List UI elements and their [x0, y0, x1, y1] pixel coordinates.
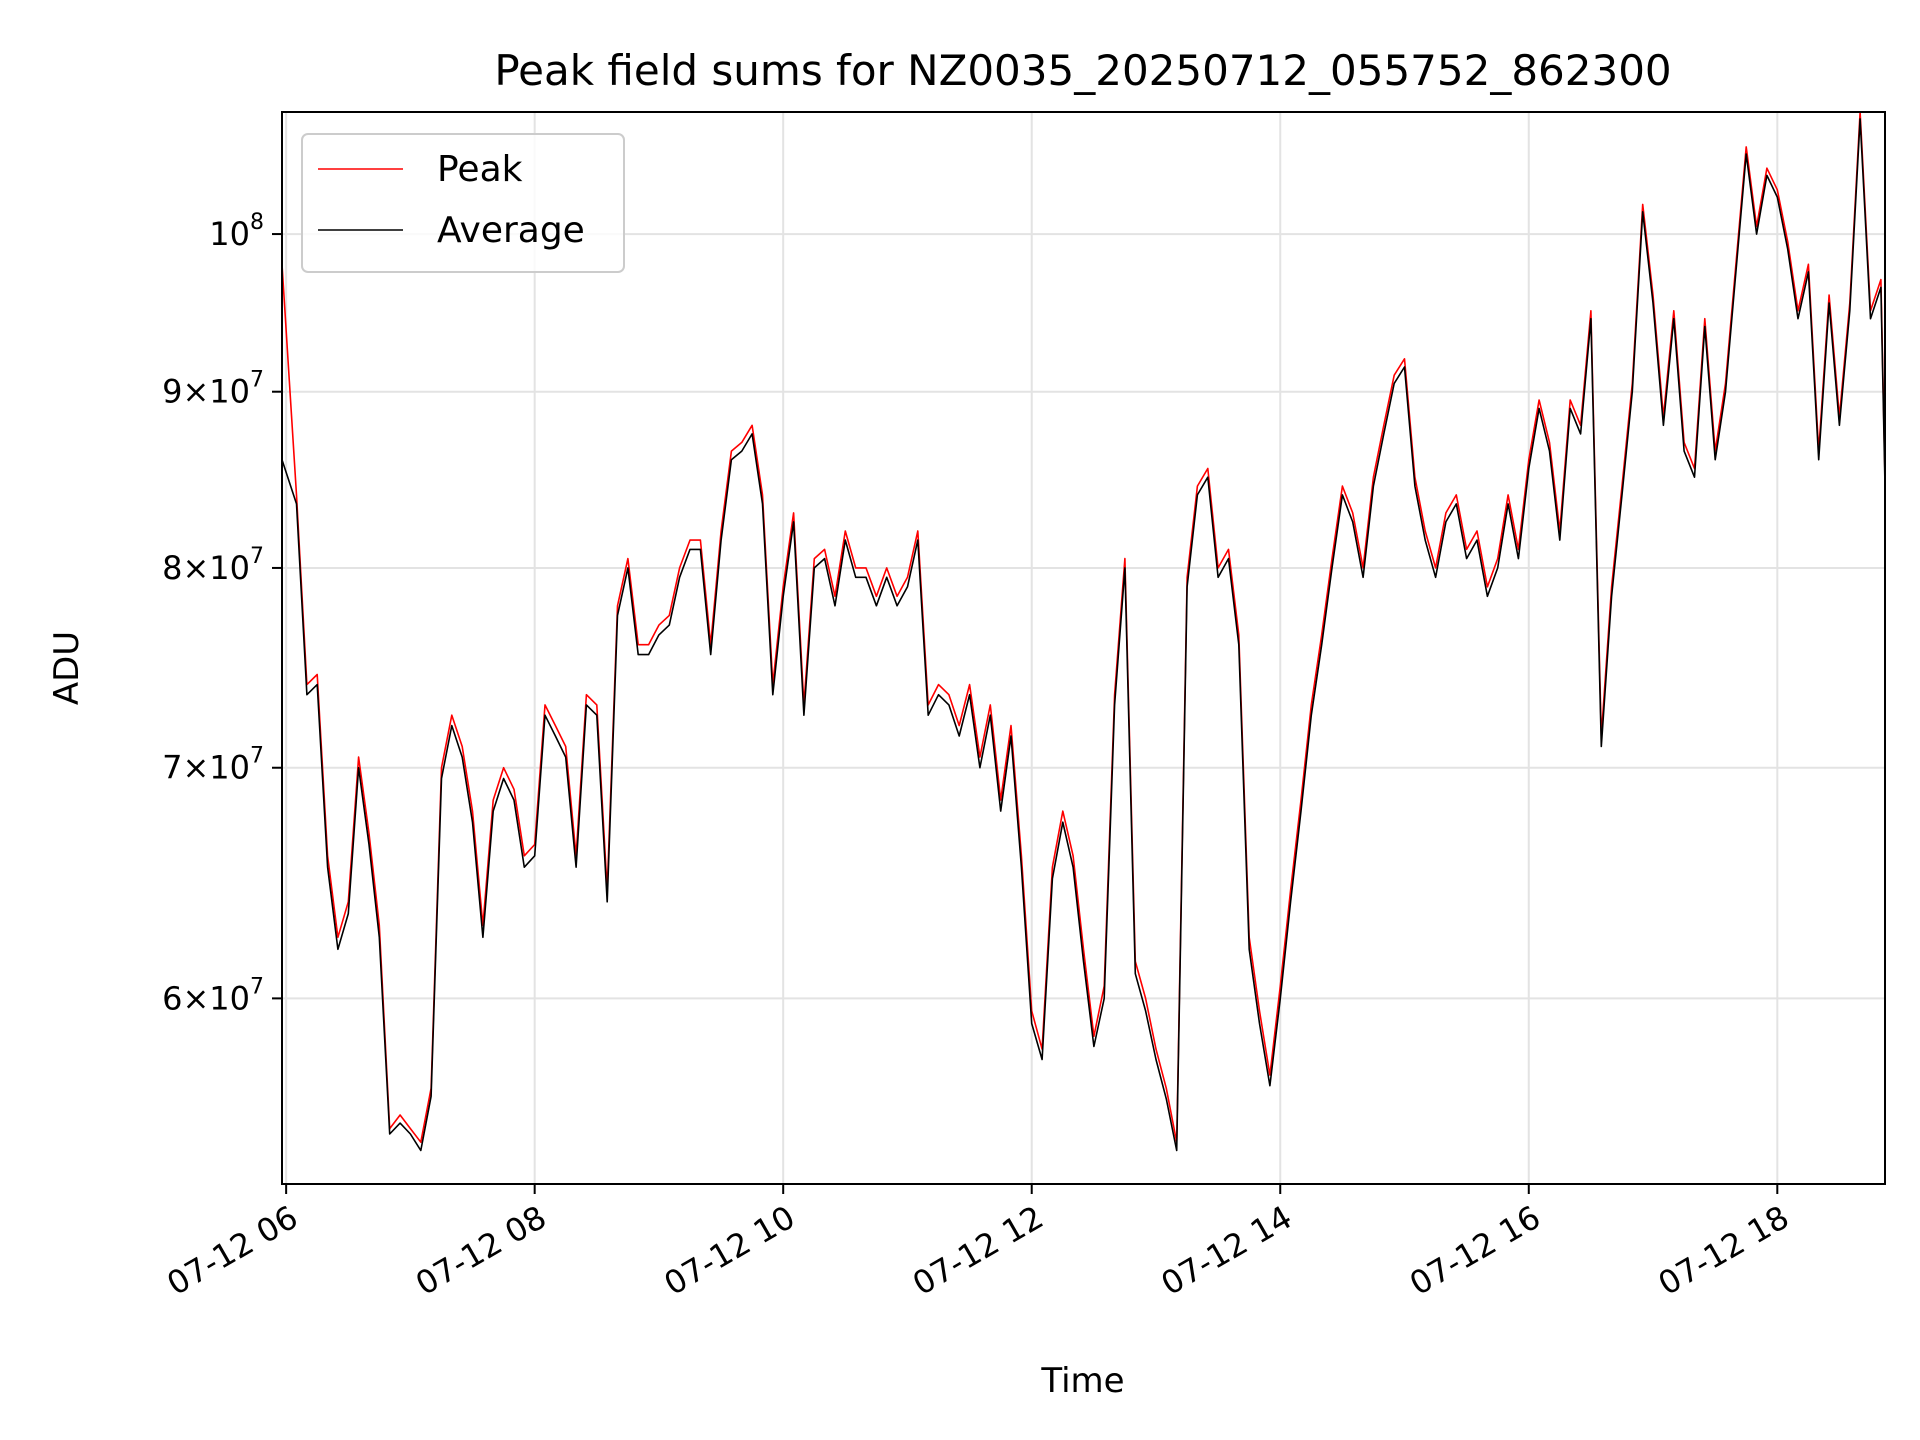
- y-tick-mantissa: 9: [162, 373, 182, 411]
- series-lines: [281, 111, 1886, 1152]
- y-tick-label: 108: [209, 210, 264, 253]
- legend: Peak Average: [301, 133, 625, 273]
- y-tick-exponent: 7: [250, 974, 264, 999]
- y-tick-label: 8×107: [162, 544, 264, 587]
- axes-frame: [281, 111, 1886, 1185]
- y-tick-times: ×: [182, 549, 209, 587]
- y-tick-mantissa: 6: [162, 979, 182, 1017]
- x-axis-label: Time: [1040, 1361, 1124, 1401]
- y-tick-times: ×: [182, 749, 209, 787]
- y-tick-mantissa: 7: [162, 749, 182, 787]
- y-tick-base: 10: [209, 373, 250, 411]
- y-tick-base: 10: [209, 549, 250, 587]
- legend-label-peak: Peak: [437, 149, 523, 190]
- y-tick-label: 7×107: [162, 744, 264, 787]
- y-tick-exponent: 8: [250, 210, 264, 235]
- series-line-average: [281, 118, 1886, 1152]
- y-tick-exponent: 7: [250, 368, 264, 393]
- y-tick-exponent: 7: [250, 544, 264, 569]
- y-tick-label: 9×107: [162, 368, 264, 411]
- legend-label-average: Average: [437, 210, 585, 251]
- grid: [282, 112, 1885, 1184]
- y-tick-base: 10: [209, 215, 250, 253]
- y-tick-base: 10: [209, 979, 250, 1017]
- y-axis-label: ADU: [47, 631, 87, 705]
- y-tick-times: ×: [182, 979, 209, 1017]
- y-tick-base: 10: [209, 749, 250, 787]
- y-tick-mantissa: 8: [162, 549, 182, 587]
- series-line-peak: [281, 111, 1886, 1143]
- y-tick-times: ×: [182, 373, 209, 411]
- chart-title: Peak field sums for NZ0035_20250712_0557…: [494, 46, 1671, 95]
- y-tick-label: 6×107: [162, 974, 264, 1017]
- y-tick-exponent: 7: [250, 744, 264, 769]
